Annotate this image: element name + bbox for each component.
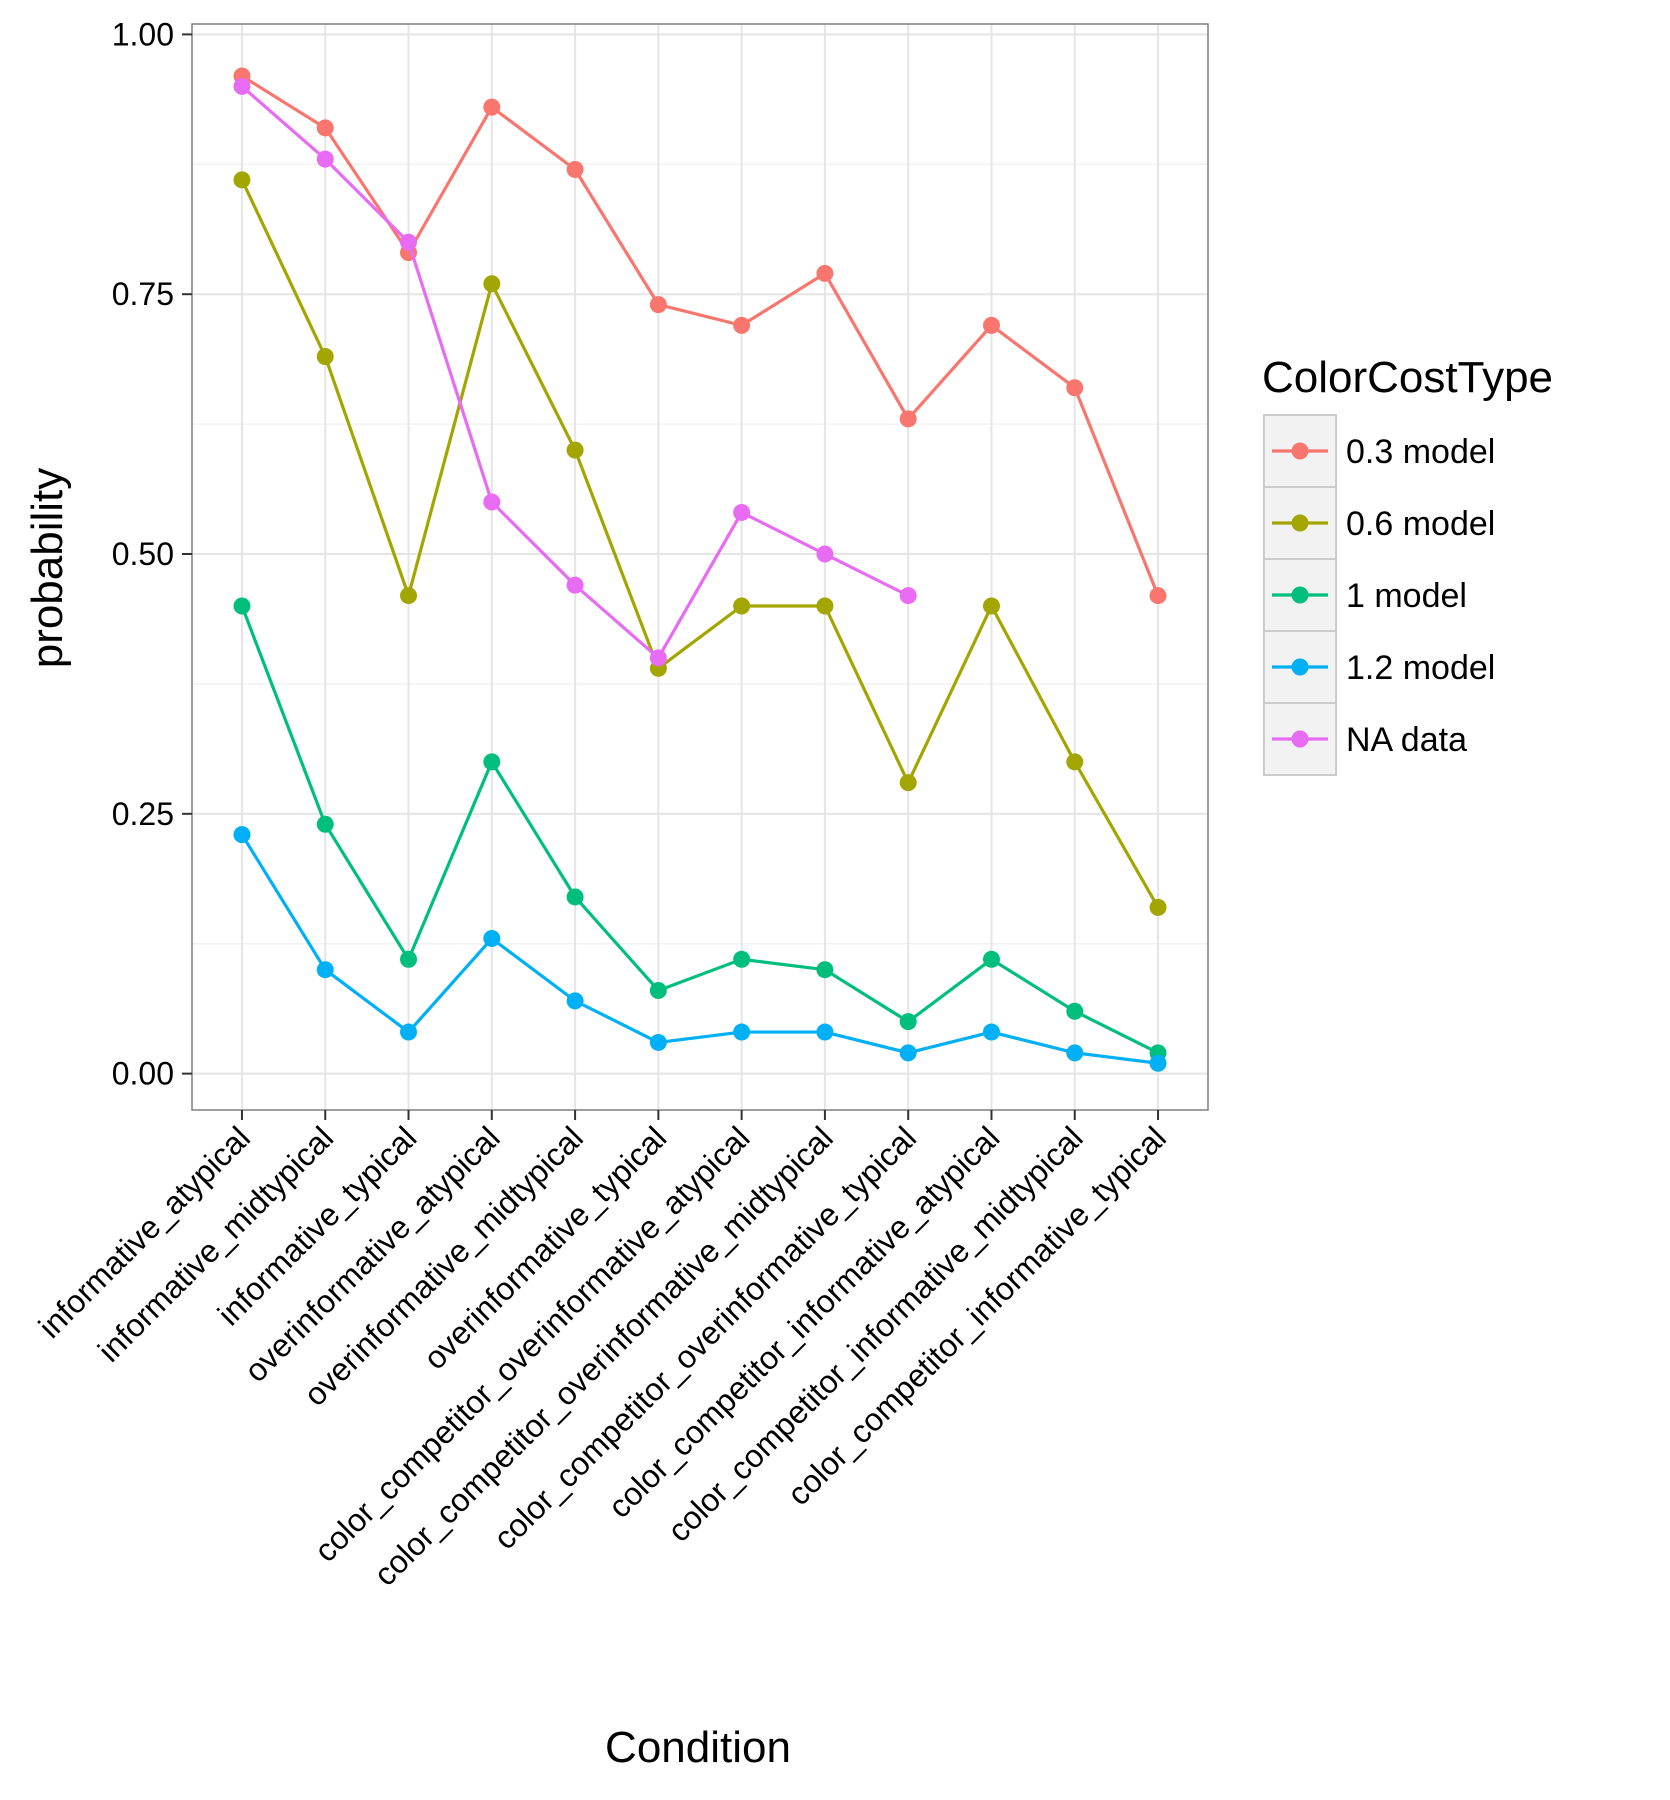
data-point <box>233 77 251 95</box>
data-point <box>483 98 501 116</box>
series-line <box>240 833 1159 1065</box>
data-point <box>816 545 834 563</box>
legend-item: 0.6 model <box>1263 486 1495 560</box>
series-line <box>240 179 1160 909</box>
data-point <box>899 1013 917 1031</box>
data-point <box>483 753 501 771</box>
data-point <box>233 171 251 189</box>
data-point <box>649 981 667 999</box>
series-line <box>241 74 1160 597</box>
legend-item: 1 model <box>1263 558 1467 632</box>
data-point <box>816 961 834 979</box>
data-point <box>566 576 584 594</box>
x-axis-title: Condition <box>605 1723 791 1772</box>
legend: ColorCostType 0.3 model 0.6 model 1 model 1… <box>1262 353 1553 776</box>
data-point <box>899 774 917 792</box>
plot-border <box>191 23 1209 1111</box>
series-1-model <box>233 597 1167 1062</box>
data-point <box>316 815 334 833</box>
series-na-data <box>233 77 917 667</box>
data-point <box>566 441 584 459</box>
data-point <box>316 961 334 979</box>
legend-label: NA data <box>1346 721 1467 759</box>
data-point <box>483 275 501 293</box>
data-point <box>566 888 584 906</box>
data-point <box>816 1023 834 1041</box>
legend-item: NA data <box>1263 702 1467 776</box>
data-point <box>816 597 834 615</box>
data-point <box>1149 1054 1167 1072</box>
legend-label: 1 model <box>1346 577 1467 615</box>
data-point <box>816 264 834 282</box>
data-point <box>899 587 917 605</box>
y-tick-label: 0.75 <box>112 276 174 312</box>
legend-label: 0.6 model <box>1346 505 1495 543</box>
data-point <box>233 826 251 844</box>
data-point <box>1066 379 1084 397</box>
plot-panel <box>192 24 1208 1110</box>
legend-label: 1.2 model <box>1346 649 1495 687</box>
data-point <box>982 316 1000 334</box>
y-tick-label: 1.00 <box>112 16 174 52</box>
data-point <box>316 348 334 366</box>
data-point <box>316 150 334 168</box>
data-point <box>899 410 917 428</box>
data-point <box>233 597 251 615</box>
data-point <box>483 930 501 948</box>
x-axis: informative_atypicalinformative_midtypic… <box>31 1110 1173 1593</box>
data-point <box>733 503 751 521</box>
data-point <box>982 950 1000 968</box>
data-point <box>649 649 667 667</box>
y-axis: 0.00 0.25 0.50 0.75 1.00 <box>112 16 192 1092</box>
y-tick-label: 0.00 <box>112 1056 174 1092</box>
data-point <box>400 1023 418 1041</box>
data-point <box>1066 753 1084 771</box>
data-point <box>1066 1044 1084 1062</box>
data-point <box>733 597 751 615</box>
data-point <box>1149 898 1167 916</box>
data-point <box>400 950 418 968</box>
data-point <box>733 950 751 968</box>
major-gridlines <box>192 24 1208 1110</box>
data-point <box>400 587 418 605</box>
data-point <box>982 1023 1000 1041</box>
legend-label: 0.3 model <box>1346 433 1495 471</box>
legend-key-point <box>1291 586 1309 604</box>
series-1-2-model <box>233 826 1167 1072</box>
series-line <box>240 605 1159 1055</box>
data-point <box>1066 1002 1084 1020</box>
legend-key-point <box>1291 730 1309 748</box>
legend-title: ColorCostType <box>1262 353 1553 402</box>
series-0-6-model <box>233 171 1167 916</box>
legend-item: 0.3 model <box>1263 414 1495 488</box>
data-point <box>1149 587 1167 605</box>
data-point <box>483 493 501 511</box>
data-point <box>649 296 667 314</box>
legend-key-point <box>1291 514 1309 532</box>
data-point <box>566 160 584 178</box>
legend-item: 1.2 model <box>1263 630 1495 704</box>
data-point <box>982 597 1000 615</box>
data-point <box>733 316 751 334</box>
series-layer <box>233 67 1167 1072</box>
legend-key-point <box>1291 658 1309 676</box>
legend-key-point <box>1291 442 1309 460</box>
data-point <box>733 1023 751 1041</box>
data-point <box>899 1044 917 1062</box>
minor-gridlines <box>192 163 1208 945</box>
data-point <box>316 119 334 137</box>
data-point <box>566 992 584 1010</box>
y-tick-label: 0.50 <box>112 536 174 572</box>
data-point <box>400 233 418 251</box>
y-tick-label: 0.25 <box>112 796 174 832</box>
data-point <box>649 1033 667 1051</box>
y-axis-title: probability <box>23 468 72 669</box>
